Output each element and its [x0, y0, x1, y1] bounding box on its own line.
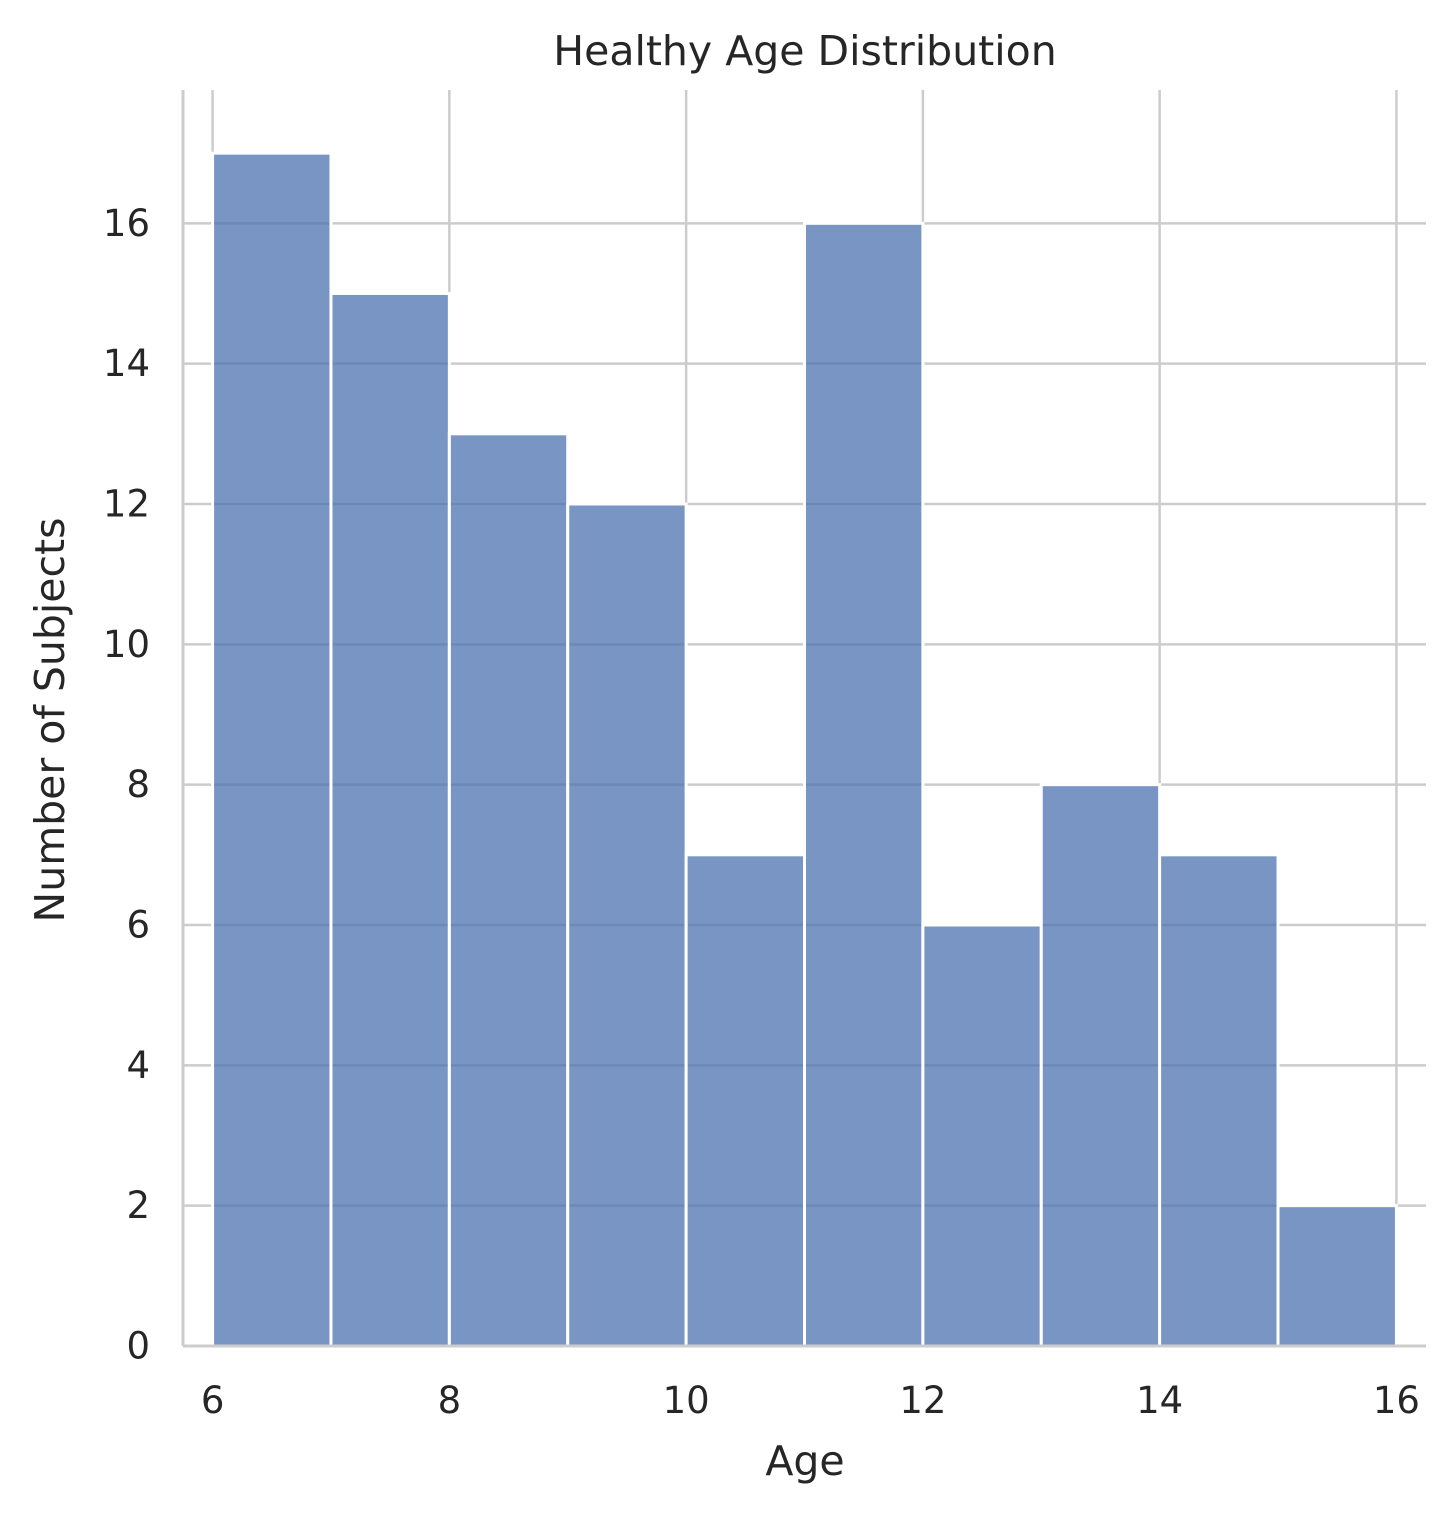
x-tick-label: 8: [438, 1379, 462, 1422]
histogram-bar: [447, 432, 570, 1348]
histogram-bar: [1276, 1204, 1398, 1348]
y-tick-label: 10: [103, 623, 150, 666]
histogram-bar: [1158, 853, 1280, 1348]
y-tick-label: 12: [103, 482, 150, 525]
y-tick-label: 4: [126, 1044, 150, 1087]
y-tick-label: 0: [126, 1325, 150, 1368]
histogram-bar: [803, 221, 925, 1348]
chart-title: Healthy Age Distribution: [553, 27, 1056, 75]
y-tick-label: 2: [126, 1184, 150, 1227]
histogram-bar: [566, 502, 688, 1348]
y-axis-label: Number of Subjects: [26, 518, 74, 923]
x-tick-label: 14: [1136, 1379, 1183, 1422]
y-tick-label: 8: [126, 763, 150, 806]
x-tick-label: 10: [663, 1379, 710, 1422]
x-tick-label: 16: [1373, 1379, 1420, 1422]
x-axis-ticks: 6 8 10 12 14 16: [201, 1379, 1420, 1422]
histogram-bar: [329, 291, 451, 1348]
y-axis-ticks: 0 2 4 6 8 10 12 14 16: [103, 202, 150, 1368]
y-tick-label: 14: [103, 342, 150, 385]
histogram-bar: [921, 923, 1043, 1348]
x-tick-label: 6: [201, 1379, 225, 1422]
histogram-bar: [1039, 783, 1162, 1348]
histogram-bars: [211, 151, 1398, 1348]
y-tick-label: 6: [126, 903, 150, 946]
histogram-bar: [211, 151, 333, 1348]
y-tick-label: 16: [103, 202, 150, 245]
axes: [181, 90, 1426, 1348]
histogram-bar: [684, 853, 806, 1348]
x-tick-label: 12: [899, 1379, 946, 1422]
x-axis-label: Age: [765, 1437, 844, 1485]
